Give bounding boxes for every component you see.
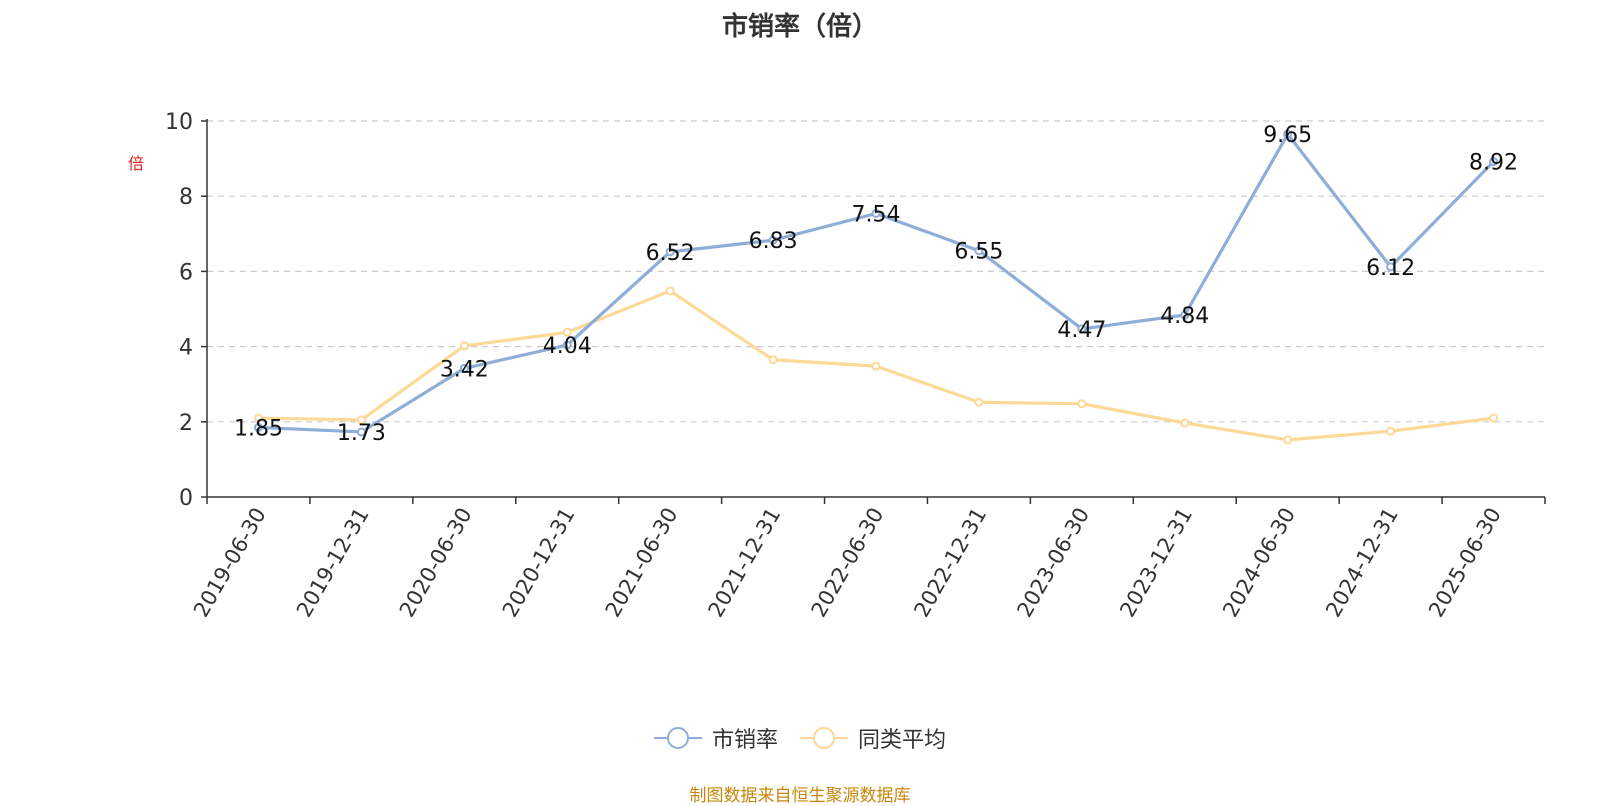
legend-marker-series-1 xyxy=(666,727,689,749)
x-tick-label: 2023-06-30 xyxy=(1012,504,1094,622)
y-tick-label: 6 xyxy=(179,260,193,285)
legend-label-series-2: 同类平均 xyxy=(858,728,947,753)
data-label-series-1: 1.85 xyxy=(234,416,283,441)
data-point-series-2 xyxy=(459,341,469,351)
y-tick-label: 0 xyxy=(179,486,193,511)
legend-item-series-2[interactable]: 同类平均 xyxy=(800,722,946,754)
x-tick-label: 2019-12-31 xyxy=(292,504,374,622)
data-point-series-2 xyxy=(665,286,675,296)
legend-item-series-1[interactable]: 市销率 xyxy=(653,722,778,754)
data-label-series-1: 6.52 xyxy=(646,241,695,266)
x-tick-label: 2020-06-30 xyxy=(395,504,477,622)
y-tick-label: 10 xyxy=(165,110,193,135)
data-point-series-1 xyxy=(1180,310,1190,320)
chart-title: 市销率（倍） xyxy=(721,12,878,42)
data-point-series-1 xyxy=(1077,324,1087,334)
legend-swatch-series-2 xyxy=(800,727,848,749)
data-label-series-1: 6.12 xyxy=(1366,256,1415,281)
x-tick-label: 2023-12-31 xyxy=(1115,504,1197,622)
x-tick-label: 2019-06-30 xyxy=(189,504,271,622)
y-axis-unit-label: 倍 xyxy=(128,154,145,173)
x-tick-label: 2021-12-31 xyxy=(704,504,786,622)
y-tick-label: 8 xyxy=(179,185,193,210)
data-point-series-1 xyxy=(1489,157,1499,167)
data-point-series-2 xyxy=(356,415,366,425)
series-line-1 xyxy=(258,132,1495,434)
x-tick-label: 2025-06-30 xyxy=(1424,504,1506,622)
data-point-series-2 xyxy=(871,361,881,371)
data-label-series-1: 3.42 xyxy=(440,357,489,382)
x-tick-label: 2022-06-30 xyxy=(807,504,889,622)
data-point-series-1 xyxy=(356,427,366,437)
data-point-series-2 xyxy=(1077,399,1087,409)
data-point-series-1 xyxy=(665,247,675,257)
data-label-series-1: 9.65 xyxy=(1263,123,1312,148)
x-tick-label: 2020-12-31 xyxy=(498,504,580,622)
data-point-series-2 xyxy=(1180,418,1190,428)
data-label-series-1: 6.83 xyxy=(749,229,798,254)
data-point-series-1 xyxy=(1386,262,1396,272)
data-point-series-2 xyxy=(974,397,984,407)
data-label-series-1: 1.73 xyxy=(337,421,386,446)
data-point-series-1 xyxy=(974,246,984,256)
data-point-series-1 xyxy=(459,363,469,373)
data-point-series-2 xyxy=(768,355,778,365)
data-label-series-1: 7.54 xyxy=(852,202,901,227)
data-point-series-2 xyxy=(1283,435,1293,445)
data-point-series-2 xyxy=(1489,413,1499,423)
data-point-series-1 xyxy=(871,208,881,218)
data-point-series-1 xyxy=(768,235,778,245)
data-label-series-1: 4.04 xyxy=(543,334,592,359)
data-label-series-1: 8.92 xyxy=(1469,151,1518,176)
data-label-series-1: 6.55 xyxy=(954,240,1003,265)
data-label-series-1: 4.47 xyxy=(1057,318,1106,343)
y-tick-label: 4 xyxy=(179,336,193,361)
legend-label-series-1: 市销率 xyxy=(711,728,778,753)
legend-marker-series-2 xyxy=(813,727,835,749)
legend: 市销率 同类平均 xyxy=(0,722,1600,754)
data-point-series-2 xyxy=(562,327,572,337)
x-tick-label: 2024-06-30 xyxy=(1218,504,1300,622)
data-point-series-1 xyxy=(562,340,572,350)
source-note: 制图数据来自恒生聚源数据库 xyxy=(689,786,911,806)
data-point-series-2 xyxy=(253,413,263,423)
data-label-series-1: 4.84 xyxy=(1160,304,1209,329)
x-tick-label: 2022-12-31 xyxy=(909,504,991,622)
data-point-series-1 xyxy=(253,422,263,432)
x-tick-label: 2024-12-31 xyxy=(1321,504,1403,622)
x-tick-label: 2021-06-30 xyxy=(601,504,683,622)
y-tick-label: 2 xyxy=(179,411,193,436)
legend-swatch-series-1 xyxy=(653,727,702,749)
data-point-series-1 xyxy=(1283,129,1293,139)
data-point-series-2 xyxy=(1386,426,1396,436)
